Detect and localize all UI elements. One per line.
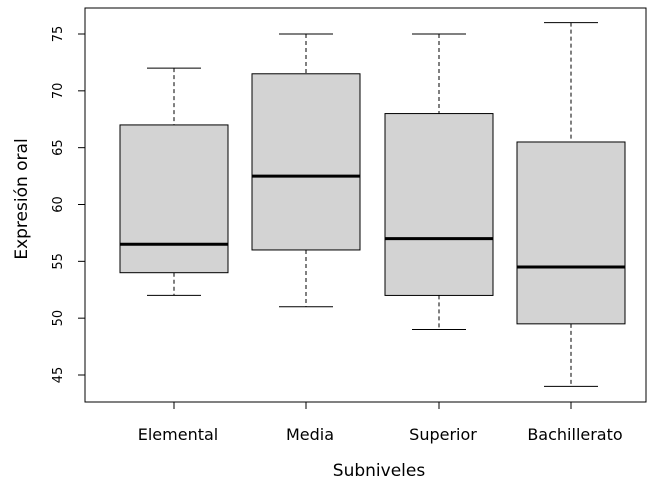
boxes	[119, 22, 626, 387]
y-axis-label: Expresión oral	[12, 138, 32, 259]
x-axis-label: Subniveles	[333, 461, 426, 481]
x-tick-label: Media	[286, 425, 334, 444]
y-tick-label: 45	[51, 367, 66, 384]
y-tick-label: 70	[51, 83, 66, 100]
y-tick-label: 75	[51, 26, 66, 43]
y-tick-label: 50	[51, 310, 66, 327]
iqr-box	[119, 124, 229, 274]
iqr-box	[251, 73, 361, 251]
iqr-box	[384, 113, 494, 296]
box-superior	[384, 33, 494, 331]
x-tick-label: Bachillerato	[527, 425, 622, 444]
y-tick-label: 65	[51, 139, 66, 156]
box-bachillerato	[516, 22, 626, 387]
y-axis: 45 50 55 60 65 70 75	[51, 26, 86, 384]
box-elemental	[119, 67, 229, 296]
x-axis: Elemental Media Superior Bachillerato	[138, 401, 623, 444]
x-tick-label: Superior	[409, 425, 477, 444]
x-tick-label: Elemental	[138, 425, 219, 444]
iqr-box	[516, 141, 626, 325]
y-tick-label: 60	[51, 196, 66, 213]
y-tick-label: 55	[51, 253, 66, 270]
box-media	[251, 33, 361, 308]
